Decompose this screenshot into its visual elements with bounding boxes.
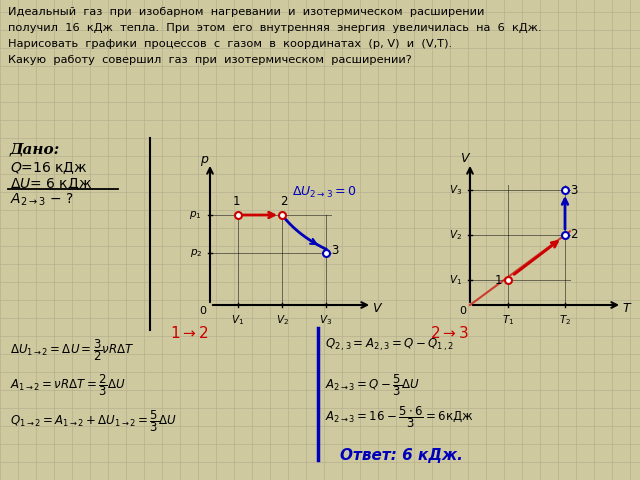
Text: $Q_{2\,,3} = A_{2\,,3} = Q - Q_{1\,,2}$: $Q_{2\,,3} = A_{2\,,3} = Q - Q_{1\,,2}$ xyxy=(325,337,454,353)
Text: Дано:: Дано: xyxy=(10,142,60,156)
Text: $1 \to 2$: $1 \to 2$ xyxy=(170,325,209,341)
Text: $V_2$: $V_2$ xyxy=(276,313,289,327)
Text: 2: 2 xyxy=(570,228,577,241)
Text: $V_3$: $V_3$ xyxy=(319,313,333,327)
Text: 3: 3 xyxy=(570,183,577,196)
Text: получил  16  кДж  тепла.  При  этом  его  внутренняя  энергия  увеличилась  на  : получил 16 кДж тепла. При этом его внутр… xyxy=(8,23,541,33)
Text: $2 \to 3$: $2 \to 3$ xyxy=(430,325,469,341)
Text: $V_1$: $V_1$ xyxy=(449,273,462,287)
Text: Какую  работу  совершил  газ  при  изотермическом  расширении?: Какую работу совершил газ при изотермиче… xyxy=(8,55,412,65)
Text: 1: 1 xyxy=(232,195,240,208)
Text: $p_1$: $p_1$ xyxy=(189,209,202,221)
Text: V: V xyxy=(372,302,380,315)
Text: $T_2$: $T_2$ xyxy=(559,313,571,327)
Text: 3: 3 xyxy=(331,244,339,257)
Text: V: V xyxy=(460,153,468,166)
Text: $\Delta U$= 6 кДж: $\Delta U$= 6 кДж xyxy=(10,176,92,192)
Text: T: T xyxy=(622,302,630,315)
Text: $V_1$: $V_1$ xyxy=(232,313,244,327)
Text: $V_3$: $V_3$ xyxy=(449,183,462,197)
Text: Ответ: 6 кДж.: Ответ: 6 кДж. xyxy=(340,448,463,463)
Text: 2: 2 xyxy=(280,195,288,208)
Text: $A_{2\to3}$ − ?: $A_{2\to3}$ − ? xyxy=(10,192,74,208)
Text: $Q_{1\to2} = A_{1\to2} + \Delta U_{1\to2} = \dfrac{5}{3}\Delta U$: $Q_{1\to2} = A_{1\to2} + \Delta U_{1\to2… xyxy=(10,408,177,434)
Text: $Q$=16 кДж: $Q$=16 кДж xyxy=(10,160,88,176)
Text: $V_2$: $V_2$ xyxy=(449,228,462,242)
Text: 1: 1 xyxy=(495,274,502,287)
Text: p: p xyxy=(200,153,208,166)
Text: 0: 0 xyxy=(200,306,207,316)
Text: $A_{2\to3} = 16 - \dfrac{5 \cdot 6}{3} = 6\text{кДж}$: $A_{2\to3} = 16 - \dfrac{5 \cdot 6}{3} =… xyxy=(325,404,474,430)
Text: $\Delta U_{1\to2} = \Delta U = \dfrac{3}{2}\nu R\Delta T$: $\Delta U_{1\to2} = \Delta U = \dfrac{3}… xyxy=(10,337,134,363)
Text: 0: 0 xyxy=(460,306,467,316)
Text: $p_2$: $p_2$ xyxy=(189,247,202,259)
Text: $A_{2\to3} = Q - \dfrac{5}{3}\Delta U$: $A_{2\to3} = Q - \dfrac{5}{3}\Delta U$ xyxy=(325,372,420,398)
Text: $T_1$: $T_1$ xyxy=(502,313,514,327)
Text: $A_{1\to2} = \nu R\Delta T = \dfrac{2}{3}\Delta U$: $A_{1\to2} = \nu R\Delta T = \dfrac{2}{3… xyxy=(10,372,125,398)
Text: $\Delta U_{2\to3} = 0$: $\Delta U_{2\to3} = 0$ xyxy=(292,185,356,200)
Text: Идеальный  газ  при  изобарном  нагревании  и  изотермическом  расширении: Идеальный газ при изобарном нагревании и… xyxy=(8,7,484,17)
Text: Нарисовать  графики  процессов  с  газом  в  координатах  (p, V)  и  (V,T).: Нарисовать графики процессов с газом в к… xyxy=(8,39,452,49)
